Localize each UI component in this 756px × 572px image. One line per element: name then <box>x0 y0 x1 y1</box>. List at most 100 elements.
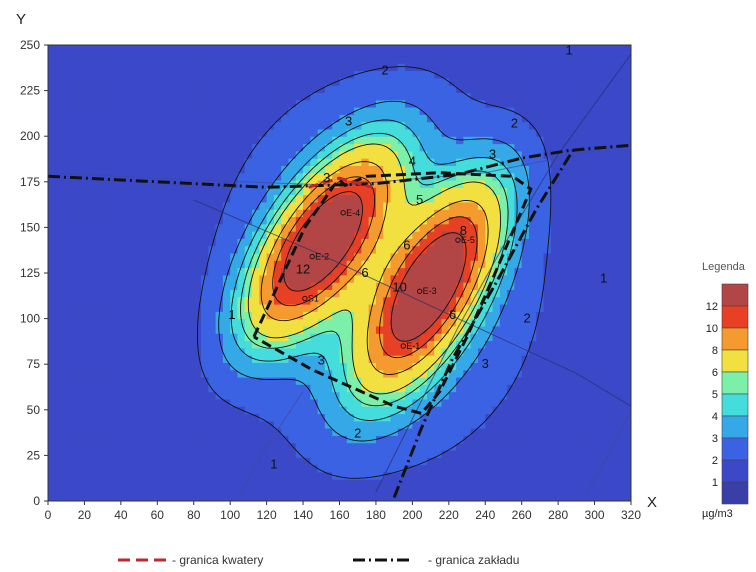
heatmap-cell <box>324 223 333 232</box>
heatmap-cell <box>528 471 537 480</box>
heatmap-cell <box>157 252 166 261</box>
heatmap-cell <box>558 333 567 342</box>
heatmap-cell <box>55 55 64 64</box>
heatmap-cell <box>332 245 341 254</box>
heatmap-cell <box>492 77 501 86</box>
heatmap-cell <box>419 128 428 137</box>
heatmap-cell <box>587 289 596 298</box>
heatmap-cell <box>164 442 173 451</box>
heatmap-cell <box>434 121 443 130</box>
heatmap-cell <box>390 274 399 283</box>
heatmap-cell <box>266 267 275 276</box>
heatmap-cell <box>69 77 78 86</box>
heatmap-cell <box>135 406 144 415</box>
heatmap-cell <box>390 428 399 436</box>
heatmap-cell <box>412 136 421 145</box>
heatmap-cell <box>536 114 545 123</box>
heatmap-cell <box>106 369 115 378</box>
heatmap-cell <box>609 347 618 356</box>
heatmap-cell <box>150 128 158 137</box>
heatmap-cell <box>368 457 377 466</box>
heatmap-cell <box>528 362 537 371</box>
heatmap-cell <box>558 282 567 291</box>
heatmap-cell <box>244 143 253 152</box>
heatmap-cell <box>594 158 603 166</box>
heatmap-cell <box>128 369 137 378</box>
heatmap-cell <box>332 449 341 458</box>
heatmap-cell <box>142 158 151 166</box>
heatmap-cell <box>536 311 545 320</box>
heatmap-cell <box>179 391 188 400</box>
heatmap-cell <box>361 194 370 203</box>
heatmap-cell <box>317 201 326 210</box>
heatmap-cell <box>99 347 107 356</box>
heatmap-cell <box>499 318 508 327</box>
heatmap-cell <box>550 486 559 495</box>
heatmap-cell <box>62 223 71 232</box>
heatmap-cell <box>310 136 319 145</box>
heatmap-cell <box>601 362 610 371</box>
heatmap-cell <box>354 391 362 400</box>
heatmap-cell <box>456 223 464 232</box>
heatmap-cell <box>536 471 545 480</box>
heatmap-cell <box>601 333 610 342</box>
heatmap-cell <box>383 158 392 166</box>
heatmap-cell <box>77 296 86 305</box>
heatmap-cell <box>295 107 304 115</box>
heatmap-cell <box>470 209 479 218</box>
heatmap-cell <box>230 165 239 174</box>
heatmap-cell <box>142 413 151 422</box>
heatmap-cell <box>456 449 464 458</box>
heatmap-cell <box>514 435 523 444</box>
heatmap-cell <box>303 260 311 269</box>
heatmap-cell <box>616 121 625 130</box>
heatmap-cell <box>150 114 158 123</box>
heatmap-cell <box>616 311 625 320</box>
heatmap-cell <box>601 55 610 64</box>
heatmap-cell <box>390 223 399 232</box>
heatmap-cell <box>62 245 71 254</box>
heatmap-cell <box>390 260 399 269</box>
heatmap-cell <box>237 471 246 480</box>
heatmap-cell <box>339 158 348 166</box>
heatmap-cell <box>135 486 144 495</box>
heatmap-cell <box>572 376 581 385</box>
heatmap-cell <box>317 70 326 79</box>
heatmap-cell <box>237 172 246 181</box>
heatmap-cell <box>354 420 362 429</box>
heatmap-cell <box>390 479 399 488</box>
heatmap-cell <box>383 428 392 436</box>
heatmap-cell <box>99 136 107 145</box>
heatmap-cell <box>120 194 129 203</box>
heatmap-cell <box>543 107 552 115</box>
heatmap-cell <box>266 464 275 473</box>
heatmap-cell <box>419 223 428 232</box>
heatmap-cell <box>354 238 362 247</box>
heatmap-cell <box>572 209 581 218</box>
heatmap-cell <box>426 274 435 283</box>
heatmap-cell <box>594 420 603 429</box>
heatmap-cell <box>281 267 290 276</box>
heatmap-cell <box>456 63 464 72</box>
heatmap-cell <box>164 238 173 247</box>
heatmap-cell <box>171 201 180 210</box>
heatmap-cell <box>558 260 567 269</box>
heatmap-cell <box>128 376 137 385</box>
heatmap-cell <box>310 347 319 356</box>
heatmap-cell <box>266 325 275 334</box>
heatmap-cell <box>99 223 107 232</box>
heatmap-cell <box>441 150 450 159</box>
heatmap-cell <box>150 325 158 334</box>
heatmap-cell <box>84 245 93 254</box>
heatmap-cell <box>550 304 559 312</box>
heatmap-cell <box>288 48 297 57</box>
heatmap-cell <box>572 282 581 291</box>
heatmap-cell <box>463 449 472 458</box>
heatmap-cell <box>135 325 144 334</box>
heatmap-cell <box>521 457 530 466</box>
heatmap-cell <box>332 333 341 342</box>
heatmap-cell <box>230 318 239 327</box>
heatmap-cell <box>222 201 231 210</box>
heatmap-cell <box>77 369 86 378</box>
heatmap-cell <box>317 172 326 181</box>
